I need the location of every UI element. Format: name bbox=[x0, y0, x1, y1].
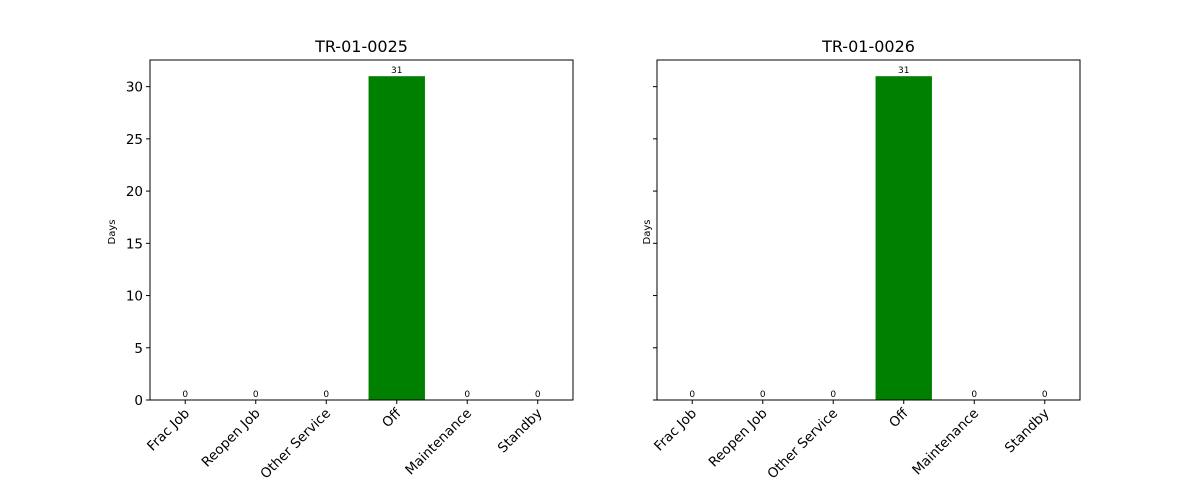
bar-off bbox=[368, 76, 425, 400]
bar-off bbox=[875, 76, 932, 400]
chart-title: TR-01-0026 bbox=[821, 37, 915, 56]
y-tick-label: 10 bbox=[126, 289, 143, 305]
data-label: 0 bbox=[689, 390, 695, 400]
y-tick-label: 25 bbox=[126, 132, 143, 148]
y-tick-label: 0 bbox=[134, 393, 143, 409]
y-axis-label: Days bbox=[107, 220, 118, 245]
axes-frame bbox=[656, 59, 1081, 401]
y-tick-label: 20 bbox=[126, 184, 143, 200]
data-label: 0 bbox=[760, 390, 766, 400]
data-label: 0 bbox=[182, 390, 188, 400]
data-label: 0 bbox=[830, 390, 836, 400]
axes-frame bbox=[149, 59, 574, 401]
data-label: 0 bbox=[253, 390, 259, 400]
y-tick-label: 30 bbox=[126, 80, 143, 96]
y-axis-label: Days bbox=[642, 220, 653, 245]
data-label: 31 bbox=[898, 66, 909, 76]
y-tick-label: 15 bbox=[126, 236, 143, 252]
y-tick-label: 5 bbox=[134, 341, 143, 357]
data-label: 31 bbox=[391, 66, 402, 76]
data-label: 0 bbox=[323, 390, 329, 400]
data-label: 0 bbox=[535, 390, 541, 400]
data-label: 0 bbox=[464, 390, 470, 400]
data-label: 0 bbox=[1042, 390, 1048, 400]
data-label: 0 bbox=[971, 390, 977, 400]
chart-title: TR-01-0025 bbox=[314, 37, 408, 56]
